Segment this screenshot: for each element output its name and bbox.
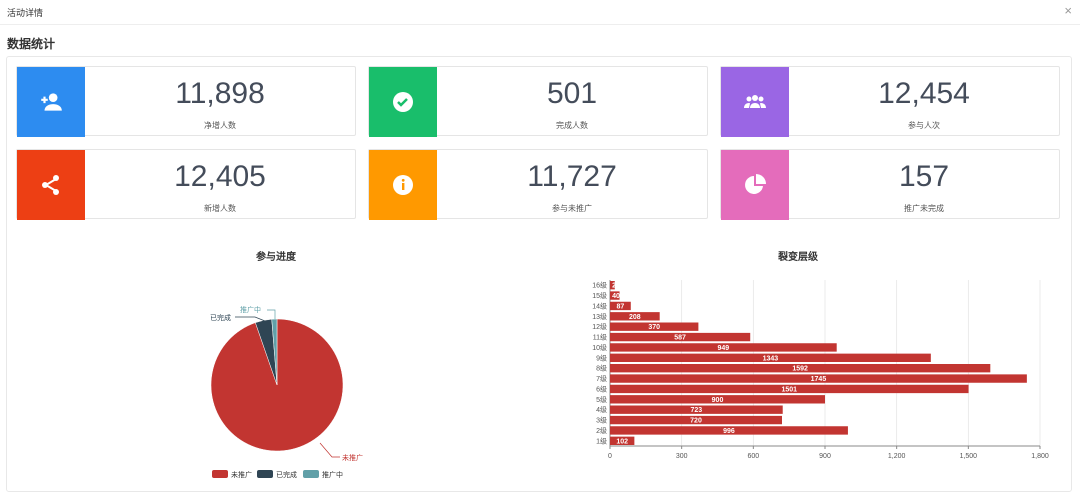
- x-tick-label: 900: [819, 453, 831, 460]
- bar[interactable]: [610, 332, 751, 342]
- bar[interactable]: [610, 415, 782, 425]
- bar-value-label: 996: [723, 428, 735, 435]
- legend-swatch[interactable]: [257, 470, 273, 478]
- bar[interactable]: [610, 364, 991, 373]
- section-title: 数据统计: [7, 37, 56, 51]
- pie-chart-title: 参与进度: [256, 252, 296, 263]
- y-tick-label: 3级: [596, 416, 607, 425]
- y-tick-label: 2级: [596, 426, 607, 435]
- stat-value: 11,727: [527, 160, 617, 193]
- stat-label: 新增人数: [204, 204, 236, 213]
- y-tick-label: 8级: [596, 364, 607, 373]
- y-tick-label: 11级: [593, 333, 607, 342]
- stat-value: 12,405: [174, 160, 266, 193]
- bar-value-label: 720: [690, 418, 702, 425]
- stat-label: 完成人数: [556, 121, 588, 130]
- y-tick-label: 13级: [592, 312, 607, 321]
- pie-chart-icon: [721, 150, 789, 220]
- bar[interactable]: [610, 291, 620, 300]
- y-tick-label: 10级: [592, 343, 607, 352]
- stat-label: 参与人次: [908, 121, 940, 130]
- stat-card: 157 推广未完成: [720, 149, 1060, 220]
- y-tick-label: 14级: [592, 301, 607, 310]
- group-icon: [721, 67, 789, 137]
- legend-swatch[interactable]: [303, 470, 319, 478]
- y-tick-label: 16级: [592, 281, 607, 290]
- bar-value-label: 370: [648, 324, 660, 331]
- x-tick-label: 1,800: [1031, 453, 1049, 460]
- bar[interactable]: [610, 343, 837, 352]
- stat-label: 净增人数: [204, 121, 236, 130]
- y-tick-label: 9级: [596, 353, 607, 362]
- bar[interactable]: [610, 384, 969, 394]
- dialog-header: 活动详情 ×: [0, 0, 1080, 25]
- bar[interactable]: [610, 426, 848, 435]
- bar[interactable]: [610, 353, 931, 362]
- bar[interactable]: [610, 395, 825, 404]
- bar[interactable]: [610, 281, 615, 290]
- y-tick-label: 6级: [596, 384, 607, 393]
- add-user-icon: [17, 67, 85, 137]
- stat-value: 12,454: [878, 77, 970, 110]
- x-tick-label: 600: [747, 453, 759, 460]
- close-icon[interactable]: ×: [1064, 3, 1072, 18]
- legend-label[interactable]: 推广中: [322, 470, 343, 479]
- x-tick-label: 0: [608, 453, 612, 460]
- stat-card: 12,405 新增人数: [16, 149, 356, 220]
- legend-swatch[interactable]: [212, 470, 228, 478]
- bar-value-label: 1592: [792, 366, 808, 373]
- bar[interactable]: [610, 301, 631, 311]
- bar-value-label: 723: [691, 407, 703, 414]
- stat-label: 推广未完成: [904, 204, 944, 213]
- bar-value-label: 40: [612, 293, 620, 300]
- bar-value-label: 102: [616, 438, 628, 445]
- bar[interactable]: [610, 436, 635, 445]
- bar-value-label: 587: [674, 335, 686, 342]
- stat-value: 157: [898, 160, 950, 193]
- bar-value-label: 208: [629, 314, 641, 321]
- legend-label[interactable]: 已完成: [276, 470, 297, 479]
- dialog-title: 活动详情: [7, 8, 44, 18]
- stat-card: 11,898 净增人数: [16, 66, 356, 137]
- y-tick-label: 15级: [592, 291, 607, 300]
- check-circle-icon: [369, 67, 437, 137]
- pie-label: 推广中: [240, 305, 261, 314]
- bar-value-label: 900: [712, 397, 724, 404]
- share-icon: [17, 150, 85, 220]
- y-tick-label: 12级: [592, 322, 607, 331]
- stats-panel: [6, 56, 1072, 492]
- y-tick-label: 5级: [596, 395, 607, 404]
- y-tick-label: 7级: [596, 374, 607, 383]
- bar[interactable]: [610, 405, 783, 414]
- bar-chart-title: 裂变层级: [778, 252, 818, 263]
- y-tick-label: 1级: [596, 436, 607, 445]
- bar-value-label: 1343: [763, 355, 779, 362]
- stat-card: 501 完成人数: [368, 66, 708, 137]
- y-tick-label: 4级: [596, 405, 607, 414]
- legend-label[interactable]: 未推广: [231, 470, 252, 479]
- x-tick-label: 1,200: [888, 453, 906, 460]
- x-tick-label: 1,500: [960, 453, 978, 460]
- bar[interactable]: [610, 312, 660, 321]
- bar[interactable]: [610, 322, 699, 331]
- bar-value-label: 1745: [811, 376, 827, 383]
- stat-card: 12,454 参与人次: [720, 66, 1060, 137]
- pie-slice[interactable]: [271, 318, 278, 386]
- info-icon: [369, 150, 437, 220]
- pie-label: 未推广: [342, 453, 363, 462]
- pie-label: 已完成: [210, 313, 231, 322]
- stat-card: 11,727 参与未推广: [368, 149, 708, 220]
- stat-label: 参与未推广: [552, 204, 592, 213]
- bar[interactable]: [610, 374, 1027, 383]
- stat-value: 501: [546, 77, 598, 110]
- bar-value-label: 1501: [781, 386, 797, 393]
- stat-value: 11,898: [175, 77, 265, 110]
- bar-value-label: 20: [612, 283, 620, 290]
- bar-chart: 0 300 600 900 1,200 1,500 1,800 102 1级 996 2级 720 3级…: [592, 280, 1049, 460]
- bar-value-label: 949: [718, 345, 730, 352]
- bar-value-label: 87: [616, 303, 624, 310]
- x-tick-label: 300: [676, 453, 688, 460]
